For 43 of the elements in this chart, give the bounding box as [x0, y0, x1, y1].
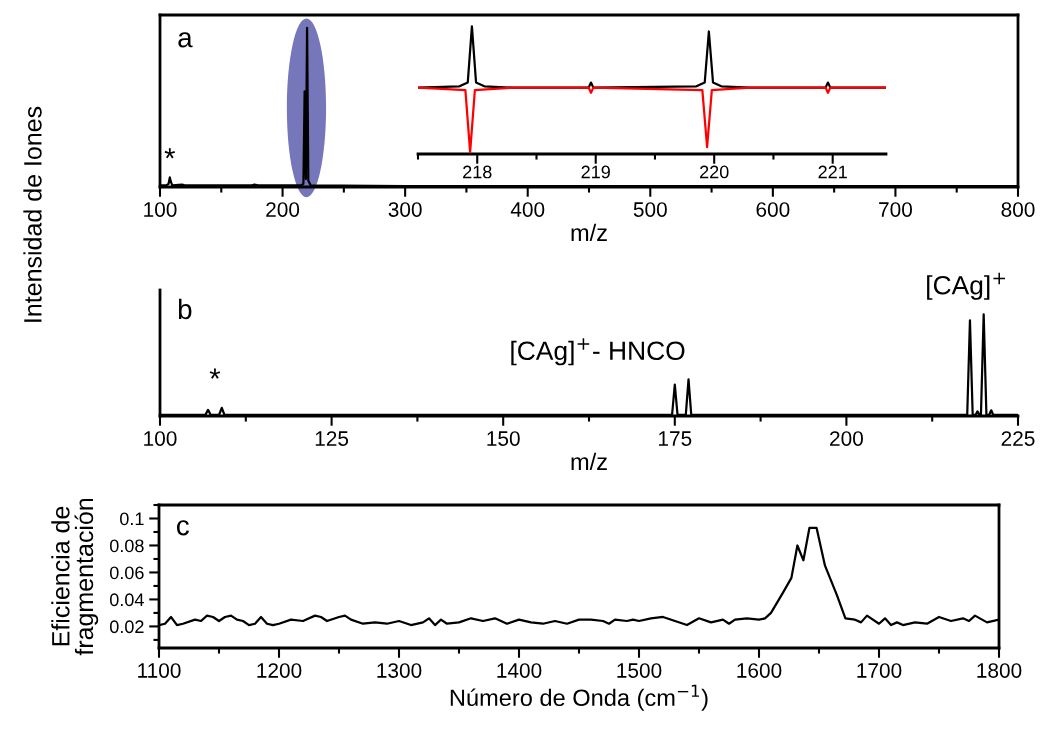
y-tick-label: 0.02	[109, 620, 144, 634]
x-tick-label: 1100	[138, 663, 181, 678]
x-tick-label: 400	[510, 202, 545, 217]
annotation: b	[178, 298, 192, 320]
annotation: [CAg]$^{+}$- HNCO	[511, 338, 685, 366]
y-tick-label: 0.1	[120, 512, 144, 526]
annotation: *	[209, 368, 221, 379]
x-axis-title: m/z	[571, 223, 607, 242]
text: [CAg]$^{+}$	[927, 272, 1005, 300]
x-tick-label: 1800	[977, 663, 1022, 678]
x-tick-label: 600	[756, 202, 790, 217]
x-tick-label: 300	[388, 202, 422, 217]
y-axis-title: Intensidad de Iones	[23, 106, 42, 322]
y-tick-label: 0.08	[109, 539, 144, 553]
x-tick-label: 800	[1001, 202, 1035, 217]
x-tick-label: 225	[1001, 431, 1035, 446]
x-tick-label: 1300	[377, 663, 422, 678]
x-tick-label: 100	[144, 431, 177, 446]
annotation: c	[176, 520, 189, 536]
x-axis-title: m/z	[571, 452, 607, 471]
x-tick-label: 200	[830, 431, 863, 446]
x-tick-label: 219	[581, 165, 610, 179]
x-tick-label: 100	[144, 202, 177, 217]
x-tick-label: 700	[879, 202, 912, 217]
x-tick-label: 1500	[617, 663, 662, 678]
x-tick-label: 125	[315, 431, 349, 446]
x-tick-label: 218	[463, 165, 492, 179]
x-tick-label: 220	[700, 165, 729, 179]
x-tick-label: 200	[266, 202, 300, 217]
x-tick-label: 175	[659, 431, 692, 446]
annotation: a	[178, 32, 193, 48]
y-tick-label: 0.06	[109, 566, 144, 580]
x-tick-label: 1600	[737, 663, 782, 678]
x-tick-label: 221	[818, 165, 847, 179]
x-tick-label: 1200	[257, 663, 302, 678]
y-tick-label: 0.04	[109, 593, 144, 607]
x-axis-title: Número de Onda (cm$^{−1}$)	[450, 684, 708, 711]
x-tick-label: 1400	[497, 663, 542, 678]
y-axis-title: Eficiencia de fragmentación	[51, 498, 99, 656]
x-tick-label: 500	[633, 202, 667, 217]
x-tick-label: 150	[487, 431, 520, 446]
annotation: *	[164, 148, 176, 159]
x-tick-label: 1700	[857, 663, 902, 678]
